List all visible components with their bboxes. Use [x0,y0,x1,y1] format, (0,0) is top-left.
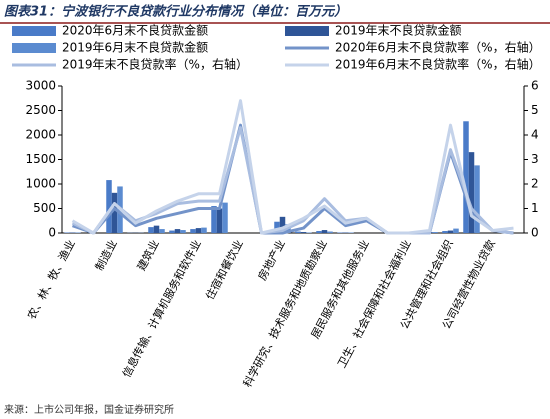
legend-label: 2019年末不良贷款金额 [335,23,462,38]
y2-tick-label: 0 [531,226,539,240]
x-tick-label: 卫生、社会保障和社会福利业 [334,237,413,370]
bar [321,230,328,233]
bar [180,230,186,233]
bar [169,230,175,233]
legend-label: 2019年6月末不良贷款金额 [62,40,208,55]
bar [453,228,459,233]
bar [195,228,202,233]
line [71,99,514,235]
legend-swatch [285,26,329,36]
legend-label: 2019年末不良贷款率（%，右轴） [62,57,248,72]
bar [148,227,154,233]
bar [300,232,307,233]
bar [222,202,228,233]
bar [279,216,286,233]
bar [190,229,196,233]
x-tick-label: 住宿和餐饮业 [202,237,245,302]
x-tick-label: 科学研究、技术服务和地质勘察业 [240,237,330,389]
y-tick-label: 3000 [25,79,56,93]
bar [274,221,280,233]
bar [111,192,118,233]
x-tick-label: 建筑业 [134,237,162,273]
bar [327,231,333,233]
y-tick-label: 1000 [25,177,56,191]
y2-tick-label: 2 [531,177,539,191]
bar [316,231,322,233]
bar [159,229,165,233]
bar [468,152,475,233]
y2-tick-label: 4 [531,128,539,142]
bar [295,231,301,233]
bar [432,232,438,233]
bar [201,227,207,233]
y-tick-label: 500 [33,201,56,215]
x-tick-label: 信息传输、计算机服务和软件业 [119,237,204,380]
bar [153,225,160,233]
y2-tick-label: 5 [531,103,539,117]
bar [216,208,223,233]
legend-label: 2020年6月末不良贷款金额 [62,23,208,38]
bar [442,231,448,233]
x-tick-label: 农、林、牧、渔业 [24,237,78,321]
bar [474,165,480,233]
legend-label: 2019年6月末不良贷款率（%，右轴） [335,57,541,72]
bar [174,229,181,233]
legend-label: 2020年6月末不良贷款率（%，右轴） [335,40,541,55]
bar [447,230,454,233]
chart-title: 图表31：宁波银行不良贷款行业分布情况（单位：百万元） [4,4,347,20]
bar [211,206,217,233]
y-tick-label: 2500 [25,103,56,117]
y-tick-label: 2000 [25,128,56,142]
bar [106,180,112,233]
y-tick-label: 0 [48,226,56,240]
legend-swatch [12,26,56,36]
x-tick-label: 制造业 [92,237,120,273]
bar [463,121,469,233]
y-tick-label: 1500 [25,152,56,166]
y2-tick-label: 6 [531,79,539,93]
y2-tick-label: 1 [531,201,539,215]
y2-tick-label: 3 [531,152,539,166]
legend-swatch [12,43,56,53]
source: 来源：上市公司年报，国金证券研究所 [4,403,174,416]
x-tick-label: 房地产业 [255,237,288,282]
